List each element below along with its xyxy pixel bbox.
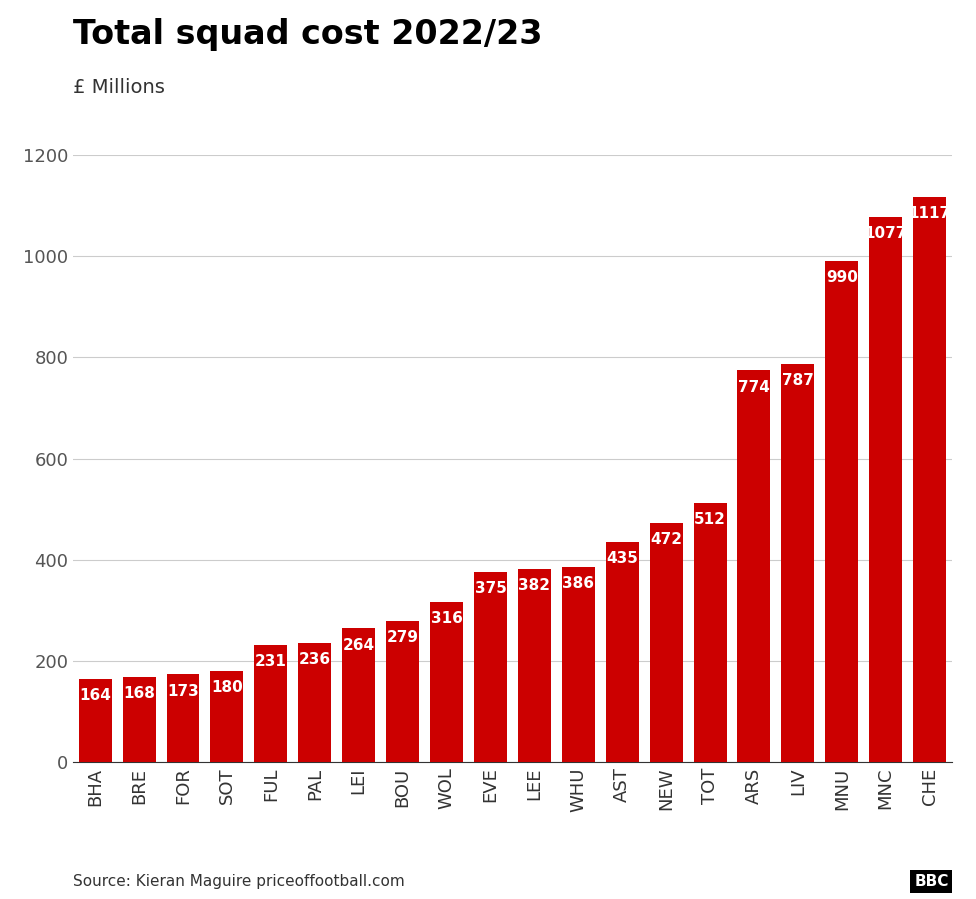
Text: 787: 787 — [782, 373, 814, 388]
Text: 375: 375 — [474, 582, 507, 596]
Text: 386: 386 — [562, 576, 594, 591]
Text: £ Millions: £ Millions — [73, 78, 165, 97]
Text: 472: 472 — [650, 532, 682, 547]
Text: 180: 180 — [211, 680, 243, 695]
Bar — [694, 503, 726, 762]
Bar — [650, 523, 682, 762]
Bar — [123, 677, 155, 762]
Text: 512: 512 — [694, 512, 726, 527]
Text: 236: 236 — [299, 652, 331, 667]
Text: 316: 316 — [430, 611, 463, 627]
Bar — [474, 573, 507, 762]
Text: 1117: 1117 — [909, 206, 951, 221]
Text: Source: Kieran Maguire priceoffootball.com: Source: Kieran Maguire priceoffootball.c… — [73, 874, 405, 889]
Text: 173: 173 — [167, 683, 199, 699]
Text: 231: 231 — [255, 654, 287, 669]
Text: 279: 279 — [386, 630, 419, 645]
Bar — [738, 370, 770, 762]
Text: 164: 164 — [79, 688, 111, 703]
Bar — [826, 262, 858, 762]
Bar — [606, 542, 638, 762]
Bar — [562, 566, 594, 762]
Text: 990: 990 — [826, 271, 858, 285]
Bar — [386, 621, 419, 762]
Text: 435: 435 — [606, 551, 638, 566]
Bar — [782, 364, 814, 762]
Text: 382: 382 — [518, 578, 550, 592]
Bar — [79, 679, 111, 762]
Bar — [167, 674, 199, 762]
Text: 168: 168 — [123, 686, 155, 701]
Text: 264: 264 — [343, 637, 375, 653]
Bar — [299, 643, 331, 762]
Bar — [518, 569, 550, 762]
Bar — [870, 218, 902, 762]
Text: 1077: 1077 — [865, 227, 907, 241]
Bar — [255, 645, 287, 762]
Bar — [914, 197, 946, 762]
Text: Total squad cost 2022/23: Total squad cost 2022/23 — [73, 18, 543, 51]
Bar — [343, 628, 375, 762]
Bar — [211, 671, 243, 762]
Text: 774: 774 — [738, 379, 770, 395]
Text: BBC: BBC — [915, 874, 949, 889]
Bar — [430, 602, 463, 762]
